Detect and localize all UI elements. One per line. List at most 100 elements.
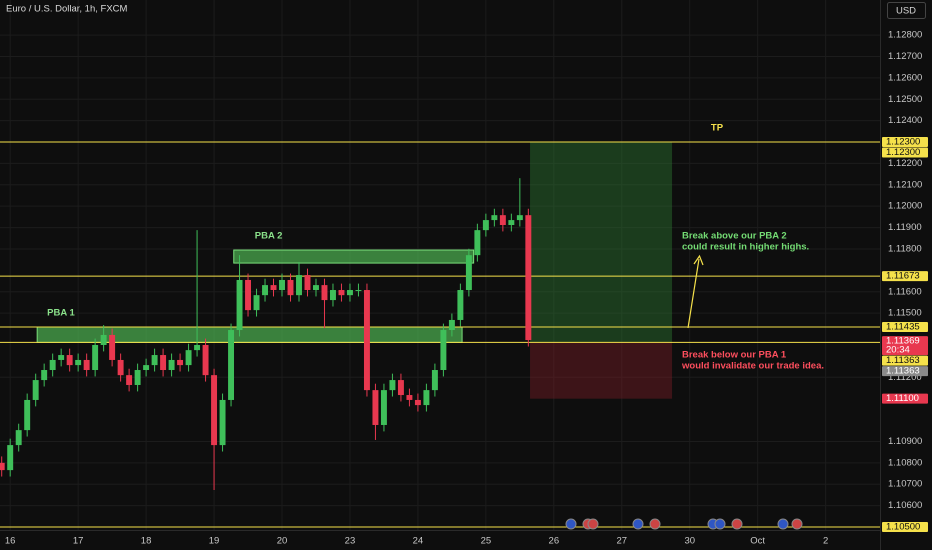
candle-body xyxy=(126,375,133,385)
x-tick-label: 30 xyxy=(684,536,695,547)
event-icon[interactable] xyxy=(632,518,644,530)
zone xyxy=(233,249,475,264)
annotation: Break above our PBA 2 xyxy=(682,231,787,242)
price-label: 1.12300 xyxy=(886,147,920,158)
annotation: would invalidate our trade idea. xyxy=(681,361,824,372)
x-tick-label: 24 xyxy=(413,536,424,547)
candle-body xyxy=(66,355,73,366)
arrow-line xyxy=(687,258,700,329)
currency[interactable]: USD xyxy=(896,6,916,17)
x-tick-label: 26 xyxy=(549,536,560,547)
price-label: 1.11369 xyxy=(886,336,920,347)
price-label-box xyxy=(882,322,928,333)
candle-body xyxy=(270,285,277,291)
y-tick-label: 1.12600 xyxy=(888,72,922,83)
y-tick-label: 1.10700 xyxy=(888,479,922,490)
candle-body xyxy=(338,290,345,296)
y-tick-label: 1.12200 xyxy=(888,158,922,169)
candle-body xyxy=(83,359,90,371)
y-tick-label: 1.12400 xyxy=(888,115,922,126)
y-tick-label: 1.11200 xyxy=(888,372,922,383)
y-tick-label: 1.11800 xyxy=(888,243,922,254)
candle-body xyxy=(211,375,218,446)
candle-body xyxy=(58,355,65,360)
labels: 1.12800 1.12700 1.12600 1.12500 1.12400 1.122… xyxy=(5,30,928,547)
candle-body xyxy=(185,350,192,366)
candle-body xyxy=(177,359,184,366)
candle-body xyxy=(151,355,158,366)
candle-body xyxy=(219,399,226,446)
candle-body xyxy=(287,279,294,296)
candle-body xyxy=(100,334,107,345)
price-label: 1.11435 xyxy=(886,322,920,333)
currency-box[interactable] xyxy=(887,2,926,19)
price-label-box xyxy=(882,336,928,356)
candle-body xyxy=(321,285,328,301)
candles xyxy=(0,178,532,491)
candle-body xyxy=(168,359,175,371)
x-tick-label: 16 xyxy=(5,536,16,547)
event-icons xyxy=(565,518,803,530)
target-label: TP xyxy=(711,123,724,134)
event-icon[interactable] xyxy=(791,518,803,530)
annotation: Break below our PBA 1 xyxy=(682,350,787,361)
chart-title: Euro / U.S. Dollar, 1h, FXCM xyxy=(6,4,128,15)
event-icon[interactable] xyxy=(714,518,726,530)
price-label: 1.11100 xyxy=(886,393,919,404)
candle-body xyxy=(431,370,438,391)
y-tick-label: 1.12500 xyxy=(888,94,922,105)
event-icon[interactable] xyxy=(777,518,789,530)
candle-body xyxy=(109,334,116,360)
x-tick-label: 19 xyxy=(209,536,220,547)
x-tick-label: 2 xyxy=(823,536,828,547)
candle-body xyxy=(236,279,243,331)
x-tick-label: 18 xyxy=(141,536,152,547)
event-icon[interactable] xyxy=(587,518,599,530)
candle-body xyxy=(440,330,447,371)
candle-body xyxy=(202,344,209,376)
candle-body xyxy=(346,290,353,296)
y-tick-label: 1.12000 xyxy=(888,201,922,212)
event-icon[interactable] xyxy=(649,518,661,530)
candle-body xyxy=(397,380,404,396)
price-label: 1.11363 xyxy=(886,355,920,366)
candle-body xyxy=(525,215,532,341)
candle-body xyxy=(75,359,82,366)
price-label-box xyxy=(882,137,928,148)
candle-body xyxy=(474,230,481,256)
zone-label: PBA 2 xyxy=(255,231,283,242)
price-label-box xyxy=(882,366,928,377)
x-tick-label: Oct xyxy=(750,536,765,547)
y-tick-label: 1.12800 xyxy=(888,30,922,41)
candle-body xyxy=(516,215,523,221)
profit-zone xyxy=(530,142,673,343)
price-label: 1.11673 xyxy=(886,271,920,282)
annotation: could result in higher highs. xyxy=(682,242,809,253)
candle-body xyxy=(134,370,141,385)
candle-body xyxy=(194,344,201,351)
candle-body xyxy=(245,279,252,311)
candle-body xyxy=(389,380,396,391)
candle-body xyxy=(296,275,302,296)
x-tick-label: 23 xyxy=(345,536,356,547)
candle-body xyxy=(355,290,362,292)
x-tick-label: 27 xyxy=(616,536,627,547)
event-icon[interactable] xyxy=(731,518,743,530)
loss-zone xyxy=(530,342,673,399)
candle-body xyxy=(465,255,472,291)
candle-body xyxy=(414,399,421,406)
candle-body xyxy=(41,370,48,381)
candle-body xyxy=(117,359,124,376)
y-tick-label: 1.10800 xyxy=(888,457,922,468)
candle-body xyxy=(499,215,506,226)
candle-body xyxy=(24,399,31,431)
candle-body xyxy=(457,290,464,320)
y-tick-label: 1.11900 xyxy=(888,222,922,233)
candle-body xyxy=(49,359,56,371)
event-icon[interactable] xyxy=(565,518,577,530)
candle-body xyxy=(160,355,167,371)
candle-body xyxy=(304,275,311,291)
y-tick-label: 1.11600 xyxy=(888,286,922,297)
y-tick-label: 1.11500 xyxy=(888,308,922,319)
